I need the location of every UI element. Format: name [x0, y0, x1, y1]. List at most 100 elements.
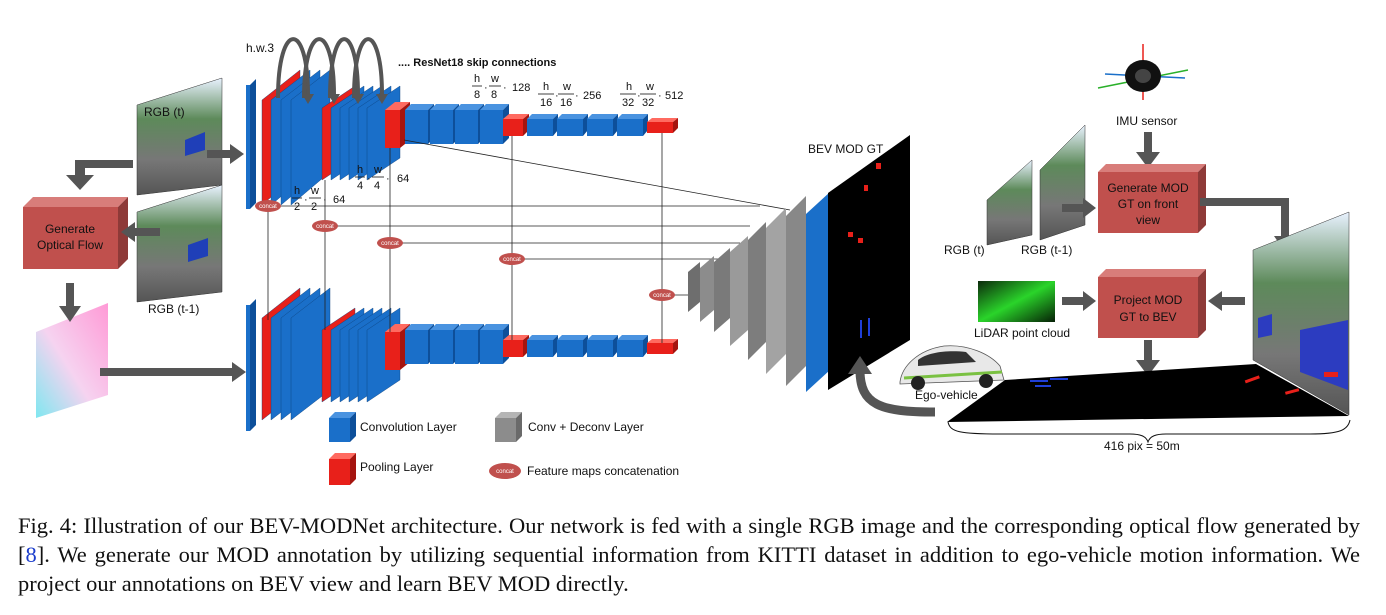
svg-text:h: h — [626, 81, 632, 93]
optical-flow-image — [36, 303, 108, 418]
legend-pool: Pooling Layer — [329, 453, 433, 485]
concat-node-3 — [377, 237, 403, 249]
bottom-conv-block1 — [261, 287, 331, 421]
concat-node-2 — [312, 220, 338, 232]
front-view-annotated-image — [1252, 211, 1350, 416]
svg-text:Convolution Layer: Convolution Layer — [360, 420, 457, 434]
svg-text:512: 512 — [665, 90, 683, 102]
svg-text:Pooling Layer: Pooling Layer — [360, 460, 433, 474]
svg-text:64: 64 — [333, 194, 345, 206]
frontview-to-project-arrow — [1208, 291, 1245, 311]
svg-text:·: · — [503, 82, 507, 94]
lidar-label: LiDAR point cloud — [974, 326, 1070, 340]
svg-text:·: · — [304, 194, 308, 206]
svg-text:64: 64 — [397, 173, 409, 185]
lidar-to-project-arrow — [1062, 291, 1096, 311]
svg-text:·: · — [575, 90, 579, 102]
right-rgb-image-t-1 — [1039, 124, 1086, 241]
rgb-t-1-label: RGB (t-1) — [148, 302, 199, 316]
flow-arrows — [59, 144, 246, 382]
svg-text:w: w — [490, 73, 499, 85]
rgb-t-label: RGB (t) — [144, 105, 185, 119]
bottom-conv-block4 — [527, 335, 648, 357]
dim-h4-w4-64: h 4 · w 4 · 64 — [355, 164, 409, 192]
svg-text:16: 16 — [540, 97, 552, 109]
right-rgb-t-1-label: RGB (t-1) — [1021, 243, 1072, 257]
svg-text:128: 128 — [512, 82, 530, 94]
svg-text:h: h — [294, 185, 300, 197]
right-rgb-t-label: RGB (t) — [944, 243, 985, 257]
optical-flow-box-line1: Generate — [45, 222, 95, 236]
bev-mod-gt-label: BEV MOD GT — [808, 142, 884, 156]
generate-optical-flow-box: Generate Optical Flow — [23, 197, 128, 269]
skip-connections-label: .... ResNet18 skip connections — [398, 57, 556, 69]
ego-vehicle-image — [899, 345, 1005, 390]
dim-h32-w32-512: h 32 · w 32 · 512 — [620, 81, 683, 109]
imu-down-arrow — [1136, 132, 1160, 168]
caption-suffix: ]. We generate our MOD annotation by uti… — [18, 542, 1360, 596]
bottom-input-layer — [246, 299, 256, 431]
svg-text:·: · — [555, 90, 559, 102]
scale-brace — [947, 419, 1351, 444]
bottom-conv-block3 — [405, 324, 509, 364]
rgb-image-t-1 — [136, 184, 223, 303]
svg-text:8: 8 — [491, 89, 497, 101]
dim-h8-w8-128: h 8 · w 8 · 128 — [472, 73, 530, 101]
svg-text:·: · — [484, 82, 488, 94]
svg-text:view: view — [1136, 213, 1160, 227]
dim-h2-w2-64: h 2 · w 2 · 64 — [292, 185, 345, 213]
bottom-encoder — [246, 287, 678, 431]
svg-text:4: 4 — [374, 180, 380, 192]
architecture-figure: RGB (t) RGB (t-1) Generate Optical Flow — [23, 37, 1351, 485]
concat-node-5 — [649, 289, 675, 301]
ego-to-bev-arrow — [855, 369, 936, 417]
svg-text:Project MOD: Project MOD — [1114, 293, 1183, 307]
svg-text:w: w — [645, 81, 654, 93]
svg-text:2: 2 — [311, 201, 317, 213]
svg-text:·: · — [367, 173, 371, 185]
concat-node-1 — [255, 200, 281, 212]
top-pool-5 — [647, 118, 678, 133]
rgb-image-t — [136, 77, 223, 196]
svg-text:·: · — [637, 90, 641, 102]
top-conv-block3 — [405, 104, 509, 144]
imu-sensor-icon — [1097, 44, 1189, 100]
svg-text:·: · — [386, 173, 390, 185]
svg-text:Conv + Deconv Layer: Conv + Deconv Layer — [528, 420, 644, 434]
svg-text:·: · — [658, 90, 662, 102]
ego-to-bev-arrowhead — [848, 356, 872, 374]
svg-text:concat: concat — [653, 293, 671, 299]
citation-link[interactable]: 8 — [25, 542, 37, 567]
top-encoder — [246, 69, 678, 209]
caption-prefix: Fig. 4: Illustration of our BEV-MODNet a… — [18, 513, 1360, 567]
svg-text:8: 8 — [474, 89, 480, 101]
top-conv-block1 — [261, 69, 331, 206]
dim-h16-w16-256: h 16 · w 16 · 256 — [538, 81, 601, 109]
svg-text:h: h — [543, 81, 549, 93]
legend-concat: concat Feature maps concatenation — [489, 463, 679, 479]
imu-sensor-label: IMU sensor — [1116, 114, 1177, 128]
svg-text:concat: concat — [503, 257, 521, 263]
svg-text:256: 256 — [583, 90, 601, 102]
optical-flow-box-line2: Optical Flow — [37, 238, 103, 252]
svg-text:w: w — [562, 81, 571, 93]
input-dims-label: h.w.3 — [246, 41, 274, 55]
svg-text:32: 32 — [642, 97, 654, 109]
top-input-layer — [246, 79, 256, 209]
svg-text:Feature maps concatenation: Feature maps concatenation — [527, 464, 679, 478]
figure-caption: Fig. 4: Illustration of our BEV-MODNet a… — [18, 511, 1360, 598]
svg-text:32: 32 — [622, 97, 634, 109]
scale-label: 416 pix = 50m — [1104, 439, 1180, 453]
svg-text:concat: concat — [381, 241, 399, 247]
bottom-pool-5 — [647, 339, 678, 354]
svg-text:concat: concat — [259, 204, 277, 210]
top-pool-4 — [503, 114, 529, 136]
svg-text:concat: concat — [316, 224, 334, 230]
svg-text:GT on front: GT on front — [1118, 197, 1179, 211]
ego-vehicle-label: Ego-vehicle — [915, 388, 978, 402]
svg-text:w: w — [373, 164, 382, 176]
svg-text:2: 2 — [294, 201, 300, 213]
decoder-stack — [688, 192, 830, 392]
right-rgb-image-t — [986, 159, 1033, 246]
legend-conv: Convolution Layer — [329, 412, 457, 442]
